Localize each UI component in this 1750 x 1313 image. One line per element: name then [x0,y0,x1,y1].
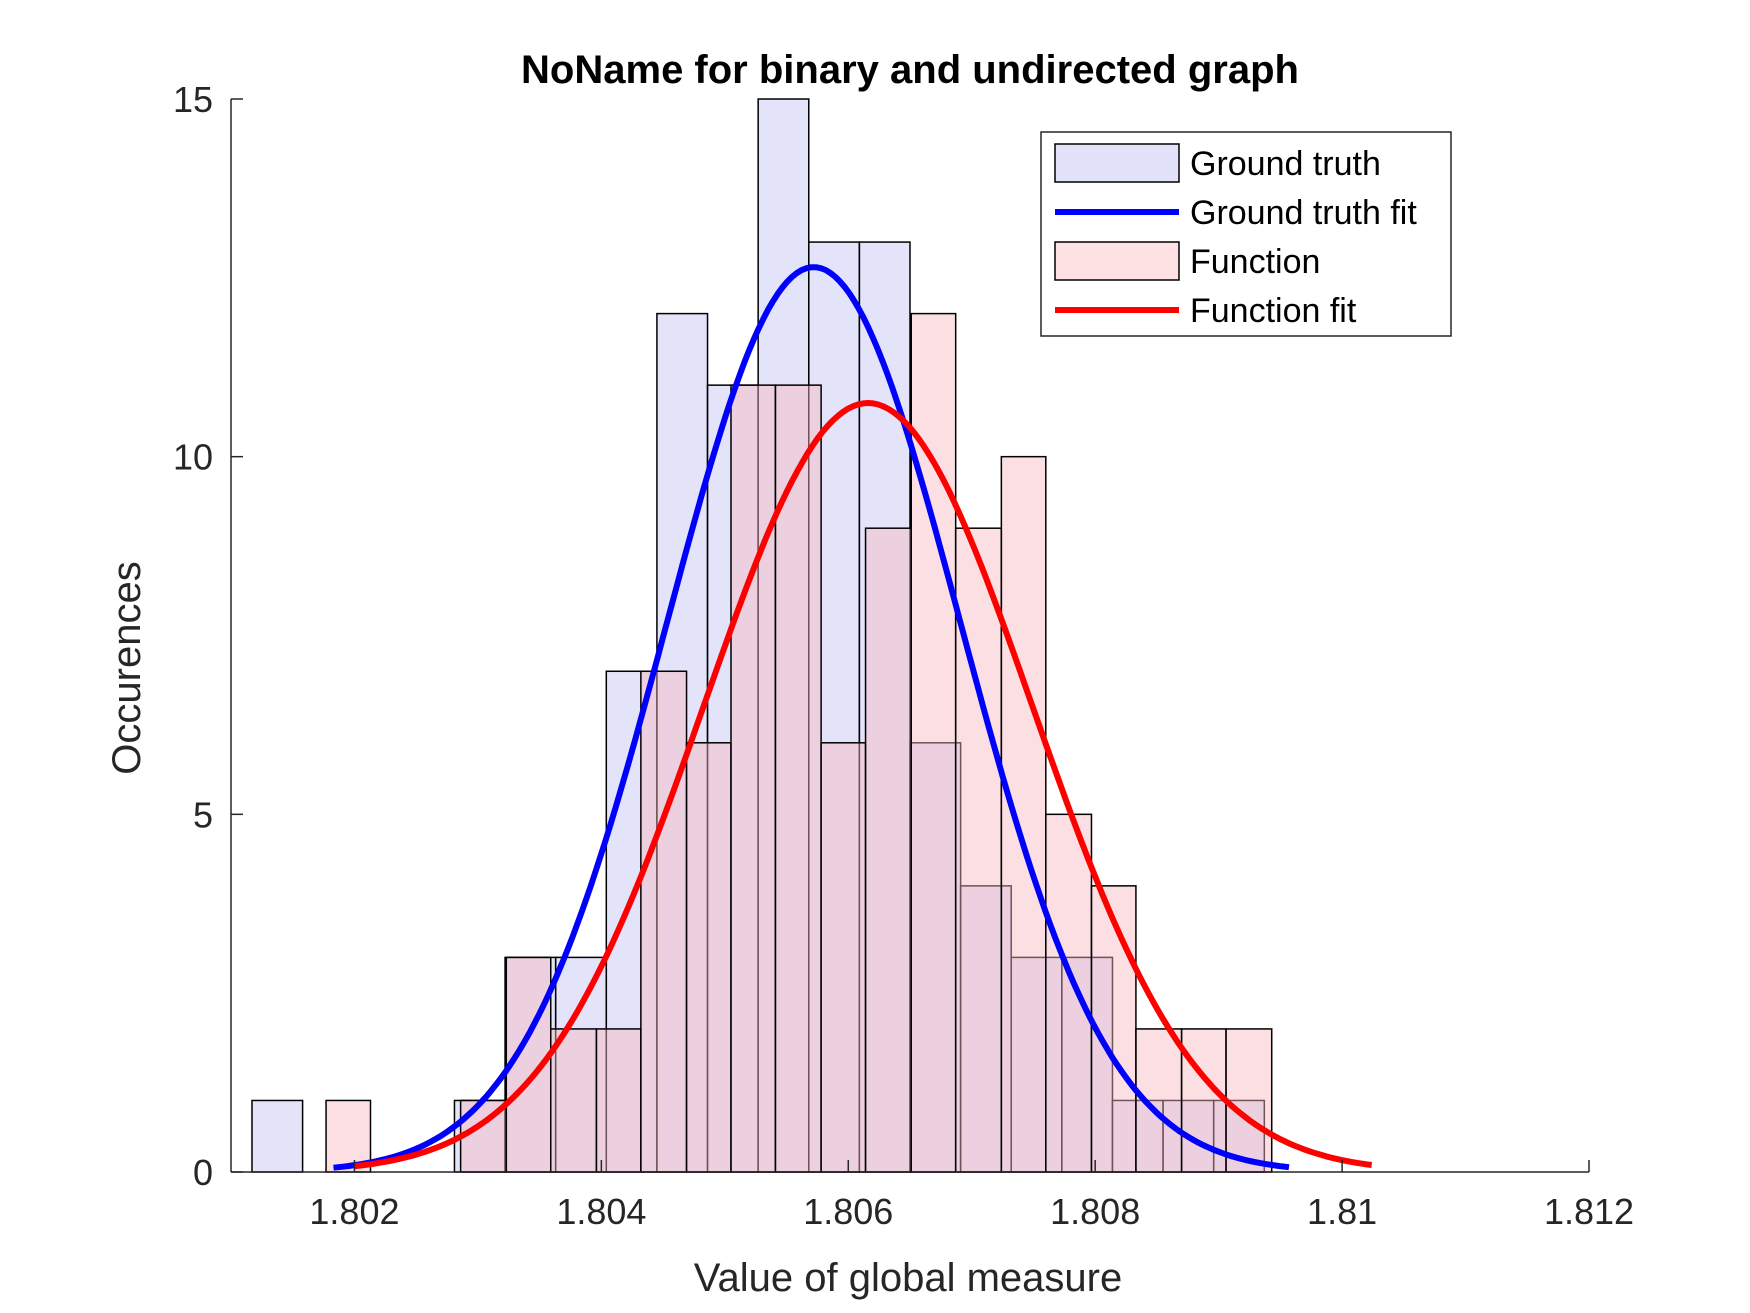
fit-lines [333,264,1373,1171]
function-fit-line [354,400,1373,1170]
function-bar [549,1028,598,1173]
function-bar [774,384,822,1173]
function-bar [640,670,688,1173]
ground-truth-bar [1061,956,1114,1173]
y-tick-label: 15 [173,79,213,120]
function-bar [1225,1028,1273,1173]
ground-truth-bar [251,1099,304,1173]
ground-truth-bar [808,241,861,1173]
x-tick-label: 1.808 [1050,1191,1140,1232]
legend-swatch [1054,241,1180,281]
function-bar [730,384,777,1173]
function-bar [820,742,867,1173]
x-tick-label: 1.802 [309,1191,399,1232]
ground-truth-bar [757,98,810,1173]
function-bar [1045,813,1093,1173]
axes: 1.802 1.804 1.806 1.808 1.81 1.812 0 5 10 15 [173,79,1634,1232]
y-tick-label: 5 [193,794,213,835]
function-bar [1000,455,1047,1173]
x-axis-label: Value of global measure [694,1256,1122,1300]
ground-truth-bar [706,384,759,1173]
function-bar [325,1099,372,1173]
ground-truth-bars [251,98,1266,1173]
x-tick-label: 1.806 [803,1191,893,1232]
chart-title: NoName for binary and undirected graph [521,48,1299,92]
ground-truth-fit-line [333,264,1290,1171]
legend-label: Ground truth [1190,145,1381,183]
function-bar [864,527,912,1173]
y-tick-label: 0 [193,1152,213,1193]
legend: Ground truth Ground truth fit Function Func… [1040,131,1452,337]
legend-label: Ground truth fit [1190,194,1417,232]
legend-label: Function [1190,243,1320,281]
x-tick-label: 1.812 [1544,1191,1634,1232]
ground-truth-bar [858,241,911,1173]
ground-truth-bar [959,885,1012,1173]
y-axis-label: Occurences [105,561,149,774]
x-tick-label: 1.81 [1307,1191,1377,1232]
ground-truth-bar [1010,956,1063,1173]
x-tick-label: 1.804 [556,1191,646,1232]
function-bar [595,1028,642,1173]
y-tick-label: 10 [173,437,213,478]
function-bar [685,742,732,1173]
legend-label: Function fit [1190,292,1357,330]
legend-swatch [1054,143,1180,183]
